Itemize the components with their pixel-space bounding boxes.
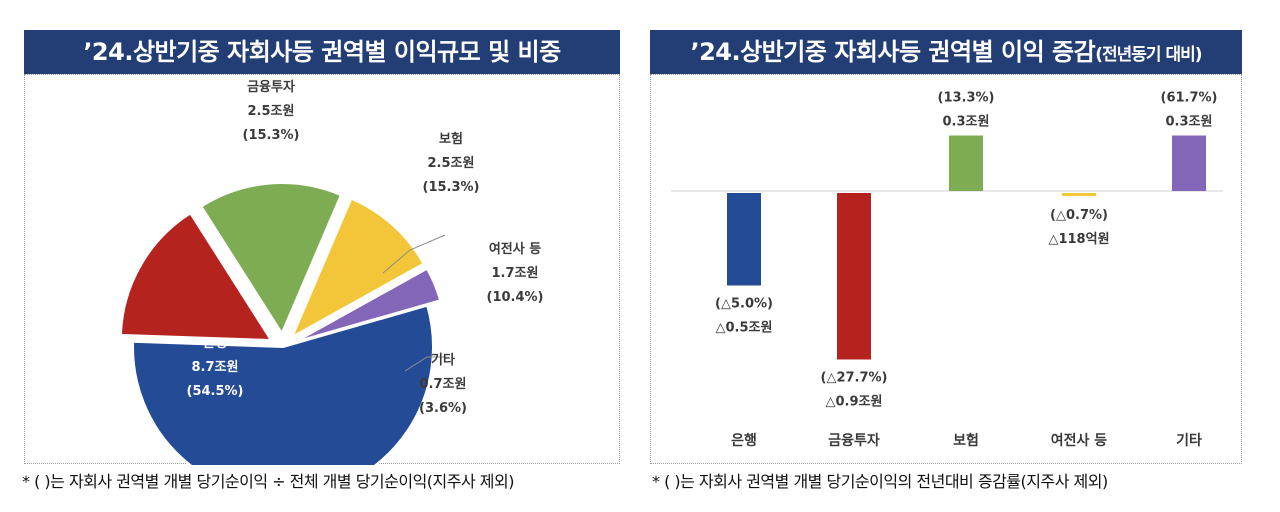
bar-bank: [727, 193, 761, 286]
right-footnote: * ( )는 자회사 권역별 개별 당기순이익의 전년대비 증감률(지주사 제외…: [652, 472, 1108, 491]
bar-others: [1172, 135, 1206, 191]
right-chart-title-main: ’24.상반기중 자회사등 권역별 이익 증감: [690, 38, 1096, 66]
pie-slice-others: [295, 267, 442, 343]
right-chart-panel: ’24.상반기중 자회사등 권역별 이익 증감(전년동기 대비) (△5.0%)…: [650, 30, 1242, 464]
bar-securities: [837, 193, 871, 360]
pie-label-share-securities: (15.3%): [243, 128, 300, 143]
right-chart-title: ’24.상반기중 자회사등 권역별 이익 증감(전년동기 대비): [650, 30, 1242, 74]
pie-label-share-others: (3.6%): [419, 401, 467, 416]
left-footnote: * ( )는 자회사 권역별 개별 당기순이익 ÷ 전체 개별 당기순이익(지주…: [22, 472, 514, 491]
pie-label-share-insurance: (15.3%): [423, 180, 480, 195]
bar-rate-label-securities: (△27.7%): [821, 371, 888, 386]
pie-label-value-securities: 2.5조원: [248, 104, 295, 119]
bar-category-label-insurance: 보험: [953, 432, 979, 449]
pie-label-value-bank: 8.7조원: [192, 360, 239, 375]
bar-rate-label-others: (61.7%): [1161, 91, 1218, 106]
pie-slice-insurance: [200, 182, 343, 336]
leader-line-card-capital: [382, 234, 446, 274]
bar-card-capital: [1062, 193, 1096, 196]
pie-slice-securities: [119, 212, 273, 342]
bar-category-label-others: 기타: [1176, 433, 1202, 449]
bar-category-label-card-capital: 여전사 등: [1051, 432, 1108, 449]
right-chart-title-sub: (전년동기 대비): [1095, 45, 1202, 65]
pie-label-share-bank: (54.5%): [187, 384, 244, 399]
left-chart-panel: ’24.상반기중 자회사등 권역별 이익규모 및 비중 은행 8.7조원 (54.5…: [24, 30, 620, 465]
pie-label-share-card-capital: (10.4%): [487, 290, 544, 305]
bar-value-label-securities: △0.9조원: [826, 395, 883, 410]
bar-category-label-bank: 은행: [731, 433, 757, 449]
bar-rate-label-card-capital: (△0.7%): [1050, 208, 1108, 223]
bar-value-label-card-capital: △118억원: [1048, 232, 1109, 247]
pie-slice-bank: [132, 304, 434, 465]
bar-rate-label-insurance: (13.3%): [938, 91, 995, 106]
leader-line-others: [404, 356, 445, 372]
bar-value-label-bank: △0.5조원: [716, 321, 773, 336]
pie-label-name-others: 기타: [431, 352, 455, 368]
bar-value-label-insurance: 0.3조원: [943, 115, 990, 130]
bar-rate-label-bank: (△5.0%): [715, 297, 773, 312]
bar-value-label-others: 0.3조원: [1166, 115, 1213, 130]
pie-label-name-card-capital: 여전사 등: [489, 241, 541, 257]
pie-label-name-securities: 금융투자: [247, 79, 295, 95]
bar-insurance: [949, 135, 983, 191]
pie-slice-card-capital: [290, 197, 425, 339]
pie-label-value-card-capital: 1.7조원: [492, 266, 539, 281]
bar-category-label-securities: 금융투자: [828, 433, 880, 449]
pie-label-value-others: 0.7조원: [420, 377, 467, 392]
pie-label-value-insurance: 2.5조원: [428, 156, 475, 171]
pie-label-name-insurance: 보험: [439, 131, 463, 147]
pie-chart-area: 은행 8.7조원 (54.5%) 금융투자 2.5조원 (15.3%) 보험 2.5조원 (15…: [24, 74, 620, 465]
left-chart-title: ’24.상반기중 자회사등 권역별 이익규모 및 비중: [24, 30, 620, 74]
